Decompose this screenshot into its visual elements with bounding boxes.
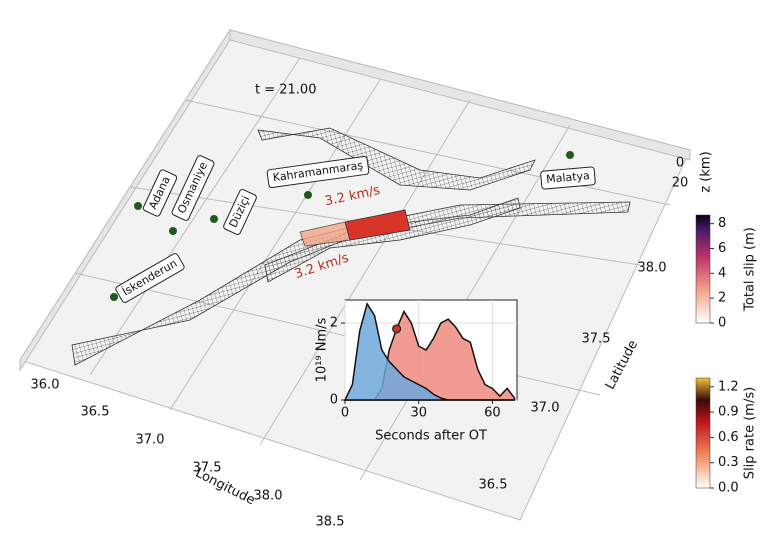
x-tick-label: 38.5 — [316, 515, 345, 530]
colorbar-label: Total slip (m) — [743, 227, 758, 312]
city-box — [223, 189, 257, 235]
colorbar-tick-label: 2 — [718, 291, 726, 306]
area — [343, 302, 515, 401]
y-tick-label: 0 — [330, 393, 338, 408]
y-tick-label: 2 — [330, 316, 338, 331]
y-tick-label: 37.5 — [582, 332, 611, 347]
colorbar-tick-label: 1.2 — [718, 379, 739, 394]
z-tick-label: 20 — [672, 176, 689, 191]
z-axis-label: z (km) — [699, 151, 714, 192]
marker — [392, 324, 402, 334]
x-tick-label: 0 — [341, 406, 349, 421]
x-tick-label: 60 — [484, 406, 501, 421]
z-tick-label: 0 — [676, 156, 684, 171]
map-ticks: 36.0 36.5 37.0 37.5 38.0 38.5 38.0 37.5 37.0 36.5… — [31, 156, 689, 530]
fault-mesh — [71, 127, 631, 366]
x-tick-label: 37.5 — [193, 461, 222, 476]
colorbar-tick-label: 0.9 — [718, 405, 739, 420]
colorbar-tick-label: 0.6 — [718, 430, 739, 445]
inset-x-label: Seconds after OT — [375, 429, 487, 444]
x-tick-label: 36.5 — [81, 405, 110, 420]
inset-y-label: 10¹⁹ Nm/s — [315, 317, 330, 382]
colorbar-tick-label: 0.3 — [718, 455, 739, 470]
city-box — [540, 166, 596, 190]
inset-chart: 0 30 60 0 2 — [330, 300, 517, 421]
colorbar-label: Slip rate (m/s) — [743, 387, 758, 479]
city-box — [171, 155, 215, 221]
colorbar-tick-label: 4 — [718, 266, 726, 281]
x-tick-label: 38.0 — [254, 489, 283, 504]
colorbar-tick-label: 0.0 — [718, 481, 739, 496]
colorbar-tick-label: 0 — [718, 316, 726, 331]
city-box — [115, 253, 185, 303]
time-label: t = 21.00 — [255, 83, 316, 98]
colorbar — [695, 377, 711, 489]
y-tick-label: 38.0 — [638, 261, 667, 276]
city-label: Malatya — [546, 169, 591, 186]
x-tick-label: 36.0 — [31, 378, 60, 393]
city-dots — [110, 151, 574, 301]
city-box — [142, 169, 178, 217]
colorbar-ticks: 0 2 4 6 8 0.0 0.3 0.6 0.9 1.2 — [710, 216, 739, 496]
y-tick-label: 37.0 — [531, 401, 560, 416]
city: Malatya — [540, 166, 596, 190]
city-box — [266, 155, 370, 189]
colorbar-tick-label: 6 — [718, 241, 726, 256]
y-tick-label: 36.5 — [479, 478, 508, 493]
x-tick-label: 30 — [410, 406, 427, 421]
x-tick-label: 37.0 — [136, 433, 165, 448]
colorbar-tick-label: 8 — [718, 216, 726, 231]
map-box — [19, 28, 691, 521]
colorbar — [695, 214, 711, 324]
